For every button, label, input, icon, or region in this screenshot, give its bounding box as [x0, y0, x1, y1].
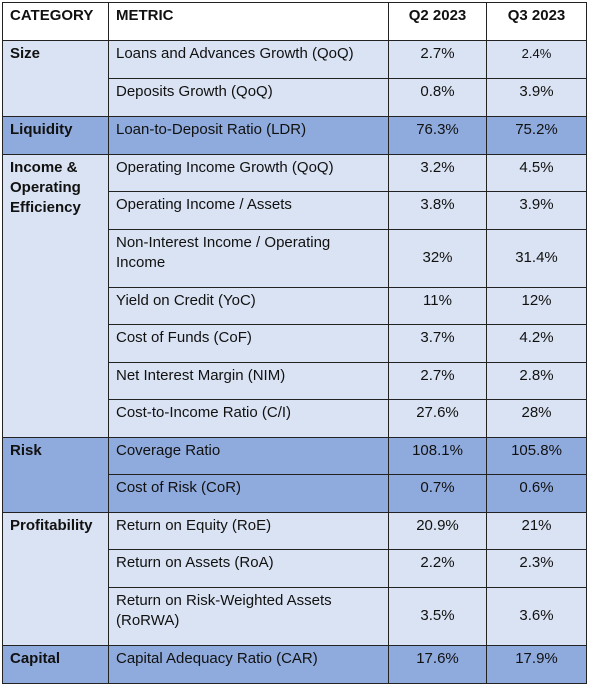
q2-value: 2.7%: [388, 40, 487, 79]
table-row: Yield on Credit (YoC) 11% 12%: [3, 287, 587, 325]
metric-cell: Deposits Growth (QoQ): [108, 78, 389, 117]
table-row: Net Interest Margin (NIM) 2.7% 2.8%: [3, 362, 587, 400]
q2-value: 3.8%: [388, 191, 487, 230]
table-row: Return on Risk-Weighted Assets (RoRWA) 3…: [3, 587, 587, 646]
q3-value: 4.2%: [486, 324, 587, 363]
q3-value: 4.5%: [486, 154, 587, 192]
table-row: Capital Capital Adequacy Ratio (CAR) 17.…: [2, 645, 587, 684]
q2-value: 0.7%: [388, 474, 487, 513]
q3-value: 31.4%: [486, 229, 587, 288]
q2-value: 3.5%: [388, 587, 487, 646]
metric-cell: Cost of Risk (CoR): [108, 474, 389, 513]
metric-cell: Loan-to-Deposit Ratio (LDR): [108, 116, 389, 155]
q2-value: 108.1%: [388, 437, 487, 475]
header-metric: METRIC: [108, 2, 389, 41]
category-size: Size: [2, 40, 109, 117]
q2-value: 27.6%: [388, 399, 487, 438]
q3-value: 28%: [486, 399, 587, 438]
metric-cell: Coverage Ratio: [108, 437, 389, 475]
table-row: Cost-to-Income Ratio (C/I) 27.6% 28%: [3, 399, 587, 438]
header-category: CATEGORY: [2, 2, 109, 41]
metric-cell: Yield on Credit (YoC): [108, 287, 389, 325]
category-liquidity: Liquidity: [2, 116, 109, 155]
q2-value: 2.2%: [388, 549, 487, 588]
q2-value: 3.2%: [388, 154, 487, 192]
table-row: Cost of Funds (CoF) 3.7% 4.2%: [3, 324, 587, 363]
q3-value: 3.6%: [486, 587, 587, 646]
q2-value: 32%: [388, 229, 487, 288]
q2-value: 17.6%: [388, 645, 487, 684]
metric-cell: Return on Equity (RoE): [108, 512, 389, 550]
metric-cell: Return on Risk-Weighted Assets (RoRWA): [108, 587, 389, 646]
metric-cell: Operating Income / Assets: [108, 191, 389, 230]
category-income-operating-efficiency: Income & Operating Efficiency: [2, 154, 109, 438]
category-capital: Capital: [2, 645, 109, 684]
table-row: Cost of Risk (CoR) 0.7% 0.6%: [3, 474, 587, 513]
table-row: Non-Interest Income / Operating Income 3…: [3, 229, 587, 288]
q2-value: 76.3%: [388, 116, 487, 155]
table-row: Deposits Growth (QoQ) 0.8% 3.9%: [3, 78, 587, 117]
q3-value: 2.3%: [486, 549, 587, 588]
table-row: Liquidity Loan-to-Deposit Ratio (LDR) 76…: [2, 116, 587, 155]
q2-value: 3.7%: [388, 324, 487, 363]
q2-value: 2.7%: [388, 362, 487, 400]
q3-value: 3.9%: [486, 191, 587, 230]
table-row: Income & Operating Efficiency Operating …: [2, 154, 587, 438]
table-row: Return on Assets (RoA) 2.2% 2.3%: [3, 549, 587, 588]
table-row: Risk Coverage Ratio 108.1% 105.8%: [2, 437, 587, 513]
q3-value: 21%: [486, 512, 587, 550]
q3-value: 0.6%: [486, 474, 587, 513]
q3-value: 17.9%: [486, 645, 587, 684]
q3-value: 75.2%: [486, 116, 587, 155]
metric-cell: Return on Assets (RoA): [108, 549, 389, 588]
metric-cell: Capital Adequacy Ratio (CAR): [108, 645, 389, 684]
q3-value: 2.4%: [486, 40, 587, 79]
category-profitability: Profitability: [2, 512, 109, 646]
q2-value: 11%: [388, 287, 487, 325]
metric-cell: Non-Interest Income / Operating Income: [108, 229, 389, 288]
q3-value: 2.8%: [486, 362, 587, 400]
metric-cell: Cost-to-Income Ratio (C/I): [108, 399, 389, 438]
table-row: Size Loans and Advances Growth (QoQ) 2.7…: [2, 40, 587, 117]
q2-value: 0.8%: [388, 78, 487, 117]
q3-value: 105.8%: [486, 437, 587, 475]
q2-value: 20.9%: [388, 512, 487, 550]
metric-cell: Loans and Advances Growth (QoQ): [108, 40, 389, 79]
header-row: CATEGORY METRIC Q2 2023 Q3 2023: [2, 2, 587, 41]
table-row: Operating Income / Assets 3.8% 3.9%: [3, 191, 587, 230]
header-q2-2023: Q2 2023: [388, 2, 487, 41]
category-risk: Risk: [2, 437, 109, 513]
metric-cell: Cost of Funds (CoF): [108, 324, 389, 363]
metric-cell: Net Interest Margin (NIM): [108, 362, 389, 400]
q3-value: 12%: [486, 287, 587, 325]
q3-value: 3.9%: [486, 78, 587, 117]
table-row: Profitability Return on Equity (RoE) 20.…: [2, 512, 587, 646]
header-q3-2023: Q3 2023: [486, 2, 587, 41]
metric-cell: Operating Income Growth (QoQ): [108, 154, 389, 192]
